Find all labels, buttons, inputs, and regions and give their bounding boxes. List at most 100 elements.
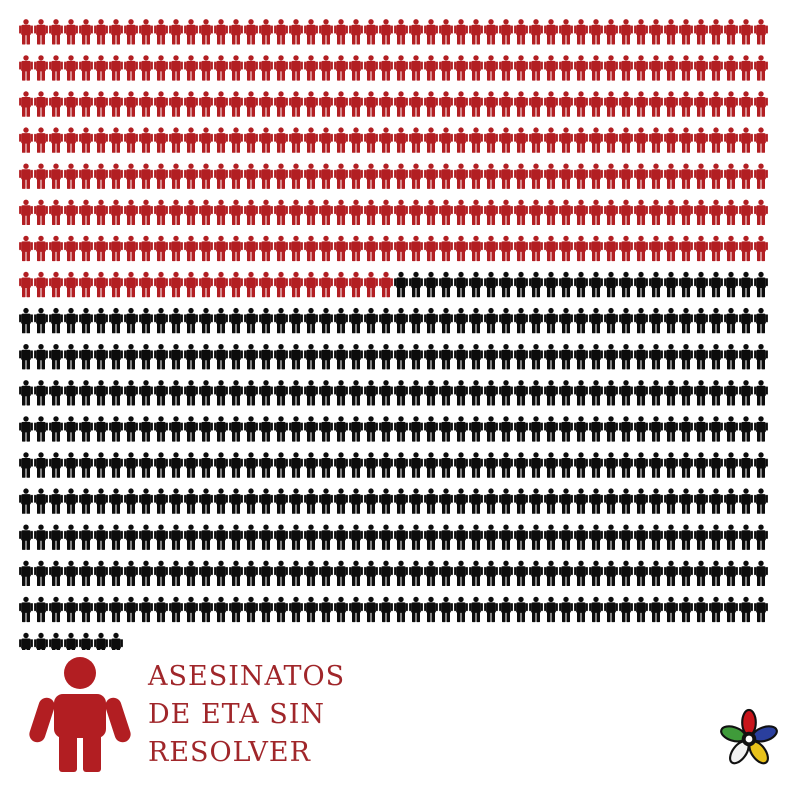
victim-icon	[544, 596, 558, 623]
victim-icon	[109, 416, 123, 442]
victim-icon	[19, 344, 33, 370]
victim-icon	[574, 524, 588, 550]
unsolved-victim-icon	[244, 235, 258, 262]
unsolved-victim-icon	[574, 235, 588, 262]
unsolved-victim-icon	[379, 163, 393, 189]
unsolved-victim-icon	[319, 199, 333, 225]
victim-icon	[694, 307, 708, 334]
unsolved-victim-icon	[79, 19, 93, 45]
unsolved-victim-icon	[574, 19, 588, 45]
victim-icon	[169, 596, 183, 623]
unsolved-victim-icon	[634, 127, 648, 153]
victim-icon	[499, 560, 513, 586]
unsolved-victim-icon	[724, 163, 738, 189]
victim-icon	[214, 307, 228, 334]
unsolved-victim-icon	[229, 271, 243, 298]
unsolved-victim-icon	[199, 163, 213, 189]
victim-icon	[649, 307, 663, 334]
unsolved-victim-icon	[364, 271, 378, 298]
unsolved-victim-icon	[529, 19, 543, 45]
victim-icon	[709, 488, 723, 514]
unsolved-victim-icon	[199, 235, 213, 262]
victim-icon	[334, 524, 348, 550]
unsolved-victim-icon	[304, 163, 318, 189]
victim-icon	[34, 596, 48, 623]
unsolved-victim-icon	[274, 91, 288, 117]
unsolved-victim-icon	[499, 199, 513, 225]
unsolved-victim-icon	[604, 127, 618, 153]
unsolved-victim-icon	[319, 163, 333, 189]
unsolved-victim-icon	[529, 235, 543, 262]
unsolved-victim-icon	[334, 235, 348, 262]
unsolved-victim-icon	[49, 19, 63, 45]
victim-icon	[439, 524, 453, 550]
unsolved-victim-icon	[724, 199, 738, 225]
unsolved-victim-icon	[589, 91, 603, 117]
victim-icon	[739, 524, 753, 550]
unsolved-victim-icon	[559, 199, 573, 225]
victim-icon	[439, 560, 453, 586]
unsolved-victim-icon	[559, 91, 573, 117]
unsolved-victim-icon	[94, 271, 108, 298]
victim-icon	[409, 452, 423, 478]
victim-icon	[439, 271, 453, 298]
unsolved-victim-icon	[544, 91, 558, 117]
unsolved-victim-icon	[184, 163, 198, 189]
unsolved-victim-icon	[169, 55, 183, 81]
victim-icon	[109, 524, 123, 550]
unsolved-victim-icon	[709, 55, 723, 81]
unsolved-victim-icon	[694, 19, 708, 45]
unsolved-victim-icon	[529, 163, 543, 189]
victim-icon	[244, 416, 258, 442]
unsolved-victim-icon	[304, 271, 318, 298]
unsolved-victim-icon	[709, 163, 723, 189]
victim-icon	[169, 344, 183, 370]
unsolved-victim-icon	[124, 127, 138, 153]
unsolved-victim-icon	[19, 55, 33, 81]
victim-icon	[259, 344, 273, 370]
victim-icon	[319, 596, 333, 623]
victim-icon	[124, 344, 138, 370]
unsolved-victim-icon	[34, 199, 48, 225]
victim-icon	[304, 560, 318, 586]
victim-icon	[109, 380, 123, 406]
victim-icon	[259, 307, 273, 334]
unsolved-victim-icon	[619, 19, 633, 45]
victim-icon	[139, 488, 153, 514]
unsolved-victim-icon	[739, 235, 753, 262]
victim-icon	[124, 452, 138, 478]
unsolved-victim-icon	[229, 163, 243, 189]
victim-icon	[319, 380, 333, 406]
victim-icon	[184, 344, 198, 370]
pictogram-marks	[19, 19, 768, 650]
victim-icon	[379, 488, 393, 514]
victim-icon	[664, 380, 678, 406]
unsolved-victim-icon	[184, 127, 198, 153]
victim-icon	[739, 488, 753, 514]
victim-icon	[229, 307, 243, 334]
victim-icon	[34, 524, 48, 550]
unsolved-victim-icon	[364, 127, 378, 153]
unsolved-victim-icon	[229, 19, 243, 45]
victim-icon	[379, 380, 393, 406]
victim-icon	[574, 488, 588, 514]
victim-icon	[634, 452, 648, 478]
victim-icon	[169, 524, 183, 550]
victim-icon	[154, 560, 168, 586]
victim-icon	[649, 380, 663, 406]
unsolved-victim-icon	[709, 199, 723, 225]
victim-icon	[319, 524, 333, 550]
victim-icon	[469, 344, 483, 370]
unsolved-victim-icon	[49, 199, 63, 225]
unsolved-victim-icon	[559, 127, 573, 153]
unsolved-victim-icon	[334, 19, 348, 45]
unsolved-victim-icon	[739, 19, 753, 45]
unsolved-victim-icon	[484, 235, 498, 262]
victim-icon	[439, 307, 453, 334]
victim-icon	[49, 488, 63, 514]
victim-icon	[214, 380, 228, 406]
unsolved-victim-icon	[274, 163, 288, 189]
victim-icon	[424, 380, 438, 406]
unsolved-victim-icon	[139, 235, 153, 262]
victim-icon	[184, 416, 198, 442]
